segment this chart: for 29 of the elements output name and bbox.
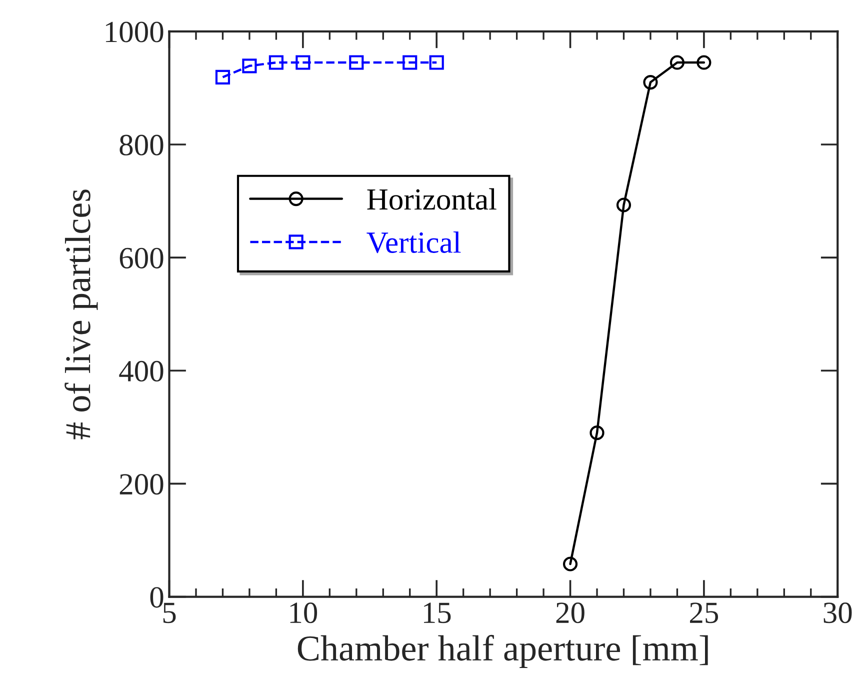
x-tick-label: 5 [163, 602, 176, 624]
point [590, 426, 604, 440]
point [643, 75, 658, 90]
x-tick-label: 10 [290, 602, 318, 624]
point [696, 55, 712, 70]
legend-label: Vertical [366, 231, 461, 254]
point [429, 55, 444, 70]
point [349, 55, 364, 70]
point [670, 55, 685, 70]
x-tick-label: 30 [824, 602, 852, 624]
point [268, 55, 284, 70]
point [402, 55, 418, 70]
point [215, 70, 230, 84]
y-axis-title: # of live partilces [64, 190, 98, 440]
point [562, 556, 578, 572]
y-tick-label: 400 [119, 360, 164, 382]
x-axis-title: Chamber half aperture [mm] [298, 634, 708, 668]
x-tick-label: 15 [424, 602, 451, 624]
x-tick-label: 25 [690, 602, 718, 624]
y-tick-label: 800 [120, 134, 164, 156]
y-tick-label: 0 [150, 587, 164, 608]
point [296, 55, 310, 70]
point [616, 198, 632, 212]
legend-label: Horizontal [367, 188, 496, 210]
y-tick-label: 200 [120, 474, 164, 495]
point [242, 58, 257, 74]
y-tick-label: 600 [120, 248, 164, 268]
y-tick-label: 1000 [106, 22, 164, 42]
x-tick-label: 20 [556, 602, 584, 624]
